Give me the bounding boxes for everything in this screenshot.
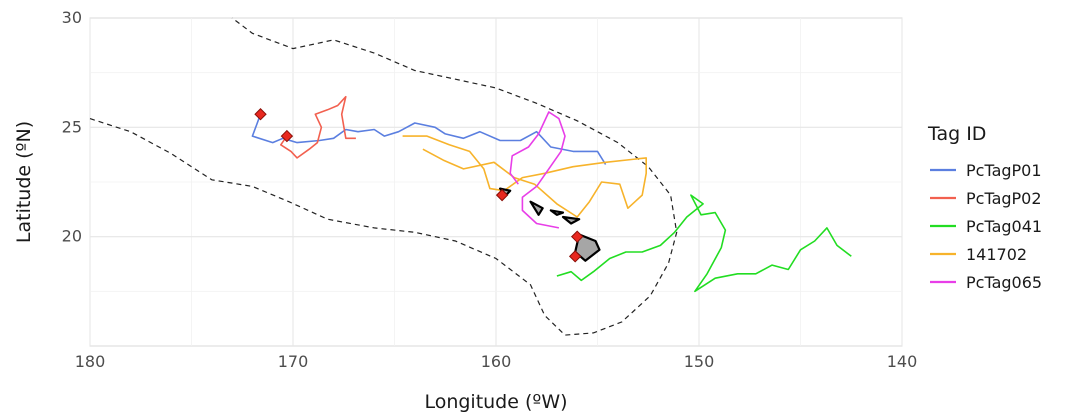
track-line	[556, 194, 852, 293]
y-tick-label: 20	[62, 227, 82, 246]
y-tick-label: 30	[62, 8, 82, 27]
x-tick-label: 160	[481, 352, 512, 371]
track-line	[402, 135, 648, 218]
tag-location-marker	[280, 129, 294, 143]
y-tick-label: 25	[62, 117, 82, 136]
track-line	[251, 113, 607, 165]
tag-location-marker	[568, 250, 582, 263]
axis-ticks: 180 170 160 150 140 20 25 30	[62, 8, 918, 371]
x-tick-label: 170	[278, 352, 309, 371]
grid	[89, 18, 903, 346]
legend-label: PcTag041	[966, 217, 1042, 236]
y-axis-title: Latitude (ºN)	[13, 121, 35, 243]
island-outline	[529, 200, 544, 216]
legend-label: PcTag065	[966, 273, 1042, 292]
track-line	[279, 95, 356, 159]
eez-boundary-line	[89, 17, 678, 336]
islands	[499, 187, 601, 262]
tag-location-marker	[254, 108, 267, 121]
eez-boundary	[89, 17, 678, 336]
island-outline	[549, 209, 565, 216]
legend-label: PcTagP02	[966, 189, 1042, 208]
x-tick-label: 150	[684, 352, 715, 371]
legend-title: Tag ID	[927, 123, 986, 145]
x-axis-title: Longitude (ºW)	[424, 391, 567, 413]
island-outline	[574, 233, 601, 262]
legend: Tag ID PcTagP01 PcTagP02 PcTag041 141702 PcT…	[927, 123, 1042, 292]
legend-label: PcTagP01	[966, 161, 1042, 180]
legend-label: 141702	[966, 245, 1027, 264]
track-line	[509, 111, 566, 229]
tag-location-markers	[254, 108, 584, 263]
x-tick-label: 140	[887, 352, 918, 371]
x-tick-label: 180	[75, 352, 106, 371]
tag-location-marker	[495, 188, 509, 202]
tag-location-marker	[570, 230, 584, 243]
island-outline	[561, 215, 581, 225]
tracks	[251, 95, 852, 293]
